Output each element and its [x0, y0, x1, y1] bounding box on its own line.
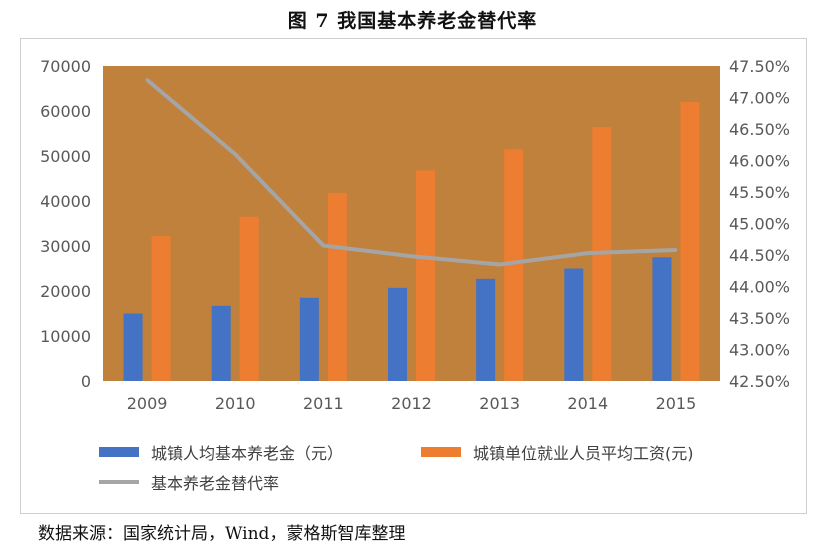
bar-pension	[211, 305, 231, 381]
legend-item-wage: 城镇单位就业人员平均工资(元)	[421, 440, 694, 464]
left-axis-tick-label: 60000	[40, 102, 91, 121]
bar-wage	[327, 192, 347, 381]
bar-wage	[151, 236, 171, 381]
replacement-rate-point	[410, 254, 413, 258]
figure-title: 图 7 我国基本养老金替代率	[287, 10, 538, 32]
bar-wage	[416, 170, 435, 381]
right-axis-tick-label: 44.50%	[729, 246, 790, 265]
legend-item-pension: 城镇人均基本养老金（元）	[99, 440, 343, 464]
x-axis-tick-label: 2012	[391, 394, 432, 413]
x-axis-tick-label: 2015	[656, 394, 697, 413]
replacement-rate-point	[674, 248, 678, 252]
replacement-rate-point	[145, 78, 149, 82]
bar-pension	[652, 257, 672, 381]
chart-panel: 0 10000 20000 30000 40000 50000 60000 70000 42.5…	[20, 38, 807, 514]
left-axis-tick-label: 10000	[40, 327, 91, 346]
legend-label-rate: 基本养老金替代率	[151, 474, 280, 493]
right-axis-tick-label: 45.50%	[729, 183, 790, 202]
bar-pension	[564, 268, 584, 381]
right-axis-tick-label: 42.50%	[729, 372, 790, 391]
x-axis-tick-label: 2014	[567, 394, 608, 413]
data-source-note: 数据来源：国家统计局，Wind，蒙格斯智库整理	[38, 524, 406, 544]
x-axis-tick-label: 2009	[127, 394, 168, 413]
right-axis-tick-label: 44.00%	[729, 278, 790, 297]
replacement-rate-point	[321, 244, 325, 248]
replacement-rate-point	[233, 152, 237, 156]
chart-svg: 0 10000 20000 30000 40000 50000 60000 70000 42.5…	[40, 57, 790, 413]
legend-swatch-blue	[99, 447, 139, 457]
left-axis-tick-label: 30000	[40, 237, 91, 256]
bar-wage	[680, 102, 700, 381]
x-axis-tick-label: 2010	[215, 394, 256, 413]
right-axis-tick-label: 43.50%	[729, 309, 790, 328]
left-axis-tick-label: 0	[81, 372, 91, 391]
bar-wage	[239, 216, 259, 381]
right-axis-tick-label: 46.50%	[729, 120, 790, 139]
right-axis-tick-label: 47.50%	[729, 57, 790, 76]
x-axis-tick-label: 2011	[303, 394, 344, 413]
bar-pension	[123, 313, 143, 381]
right-axis-tick-label: 47.00%	[729, 89, 790, 108]
x-axis-tick-label: 2013	[479, 394, 520, 413]
bar-pension	[388, 287, 407, 381]
legend-swatch-gray-line	[99, 480, 139, 484]
legend-label-pension: 城镇人均基本养老金（元）	[151, 444, 344, 463]
replacement-rate-point	[498, 262, 502, 266]
legend-swatch-orange	[421, 447, 461, 457]
right-axis-tick-label: 45.00%	[729, 215, 790, 234]
bar-pension	[299, 297, 319, 381]
plot-area	[103, 66, 720, 381]
replacement-rate-point	[586, 251, 590, 255]
right-axis-tick-label: 43.00%	[729, 341, 790, 360]
legend-label-wage: 城镇单位就业人员平均工资(元)	[473, 444, 694, 463]
left-axis-tick-label: 40000	[40, 192, 91, 211]
left-axis-tick-label: 70000	[40, 57, 91, 76]
legend-item-rate: 基本养老金替代率	[99, 470, 279, 494]
right-axis-tick-label: 46.00%	[729, 152, 790, 171]
bar-pension	[476, 278, 496, 381]
left-axis-tick-label: 50000	[40, 147, 91, 166]
bar-wage	[504, 149, 524, 381]
left-axis-tick-label: 20000	[40, 282, 91, 301]
